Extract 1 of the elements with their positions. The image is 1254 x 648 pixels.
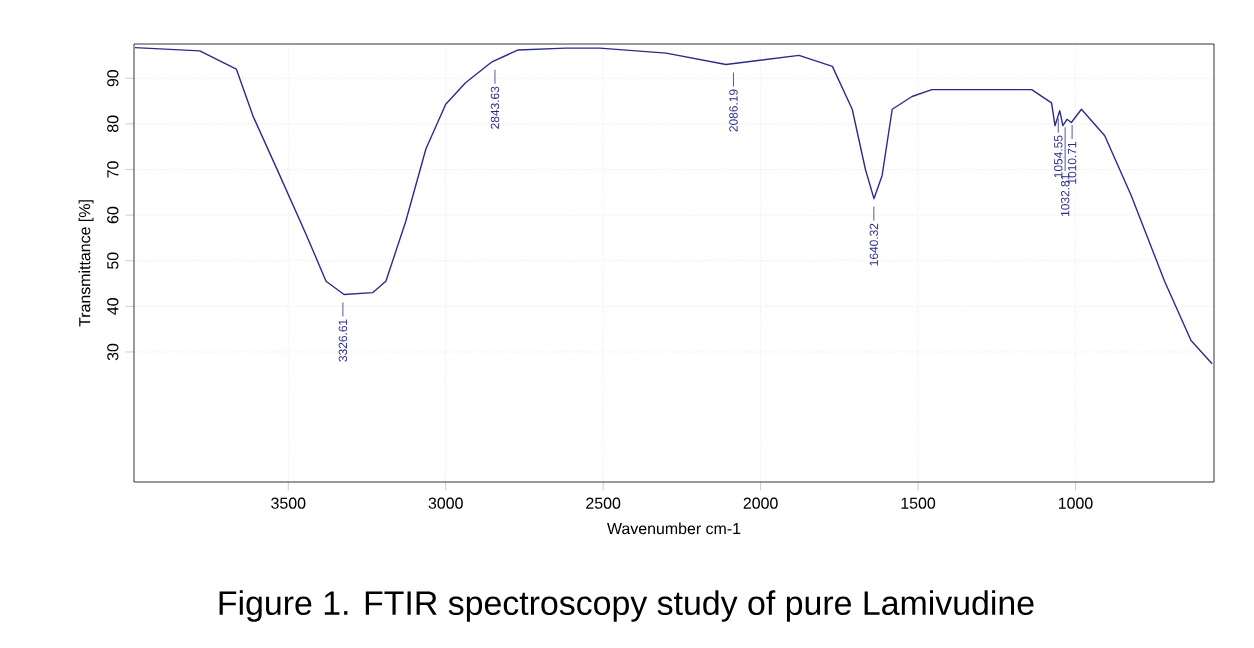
text: Figure 1. FTIR spectroscopy study of pure Lamivudine	[219, 590, 1034, 622]
